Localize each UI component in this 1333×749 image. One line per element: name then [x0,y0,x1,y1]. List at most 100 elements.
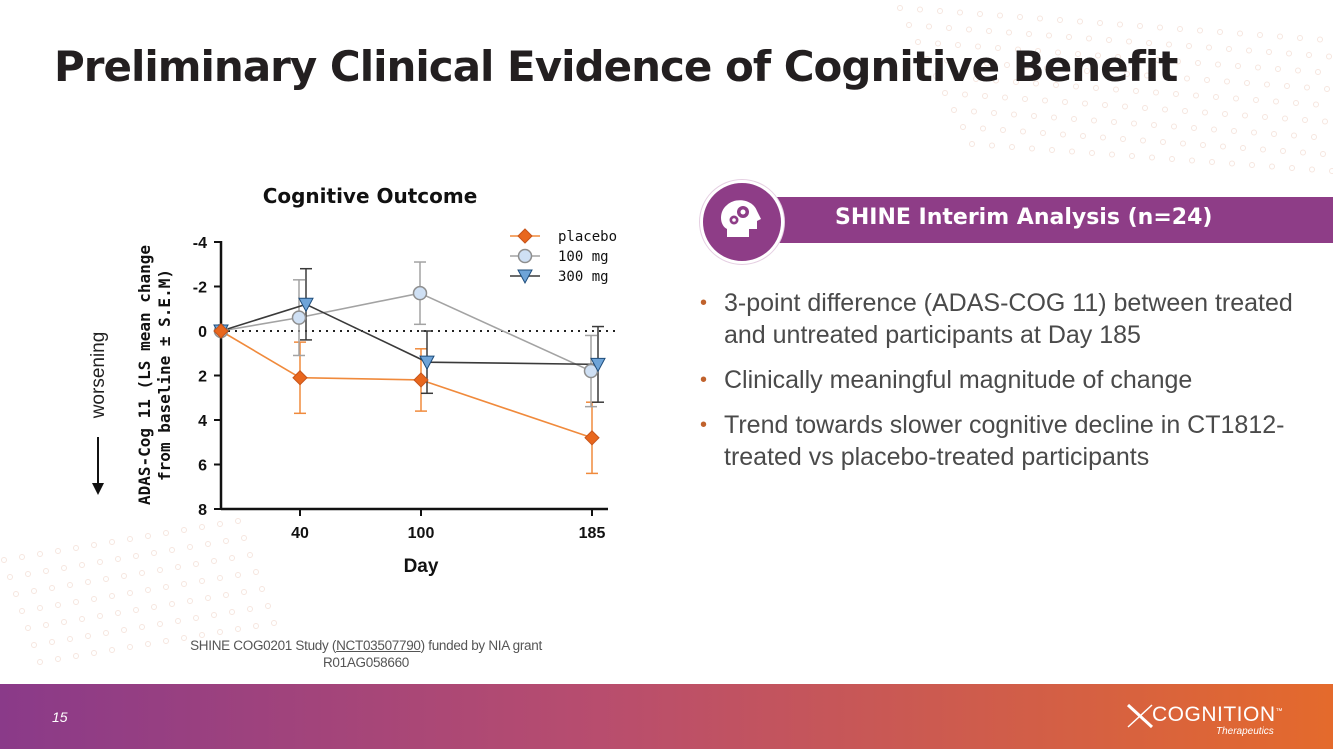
decorative-dot [247,552,253,558]
decorative-dot [1189,157,1195,164]
decorative-dot [1293,100,1299,106]
decorative-dot [241,535,247,541]
decorative-dot [1015,46,1021,53]
decorative-dot [935,40,941,47]
data-point-placebo [292,370,308,386]
decorative-dot [986,28,992,34]
decorative-dot [223,592,229,598]
decorative-dot [1329,168,1333,174]
decorative-dot [1164,74,1170,80]
decorative-dot [955,42,961,48]
decorative-dot [121,573,127,579]
decorative-dot [1295,67,1301,74]
decorative-dot [915,39,921,45]
decorative-dot [1302,117,1308,123]
worsening-label: worsening [88,332,109,420]
decorative-dot [139,624,145,630]
decorative-dot [49,585,55,591]
decorative-dot [962,91,968,98]
decorative-dot [1111,119,1117,125]
decorative-dot [982,93,988,99]
decorative-dot [19,608,25,614]
decorative-dot [991,110,997,116]
decorative-dot [1035,48,1041,54]
legend-label-placebo: placebo [558,229,617,245]
decorative-dot [1186,43,1192,49]
decorative-dot [1175,58,1181,65]
decorative-dot [247,606,253,612]
decorative-dot [1286,50,1292,57]
decorative-dot [79,562,85,568]
decorative-dot [1162,106,1168,113]
study-footnote: SHINE COG0201 Study (NCT03507790) funded… [190,638,542,670]
decorative-dot [1009,144,1015,150]
decorative-dot [1017,14,1023,20]
decorative-dot [1042,97,1048,104]
decorative-dot [1242,112,1248,119]
decorative-dot [193,561,199,567]
decorative-dot [1049,147,1055,153]
decorative-dot [61,619,67,625]
data-point-300-mg [419,355,435,371]
decorative-dot [253,569,259,575]
decorative-dot [1051,114,1057,121]
decorative-dot [1251,129,1257,136]
decorative-dot [109,647,115,653]
logo-wordmark: COGNITION™ [1152,703,1283,726]
y-tick-label: 0 [198,324,207,341]
cognitive-outcome-chart: Cognitive Outcome -4 -2 0 2 4 6 8 40 100 185 Day ADA… [88,184,618,577]
decorative-dot [1271,131,1277,137]
decorative-dot [1200,142,1206,148]
decorative-dot [73,653,79,659]
decorative-dot [43,568,49,574]
decorative-dot [1129,153,1135,159]
decorative-dot [25,625,31,631]
decorative-dot [1151,122,1157,128]
decorative-dot [1264,81,1270,88]
decorative-dot [1082,100,1088,107]
decorative-dot [55,656,61,662]
decorative-dot [1086,35,1092,42]
legend-marker-300-mg [517,269,533,285]
decorative-dot [1126,38,1132,45]
decorative-dot [1031,113,1037,119]
decorative-dot [103,576,109,582]
decorative-dot [1229,160,1235,167]
decorative-dot [1033,80,1039,87]
decorative-dot [145,533,151,539]
decorative-dot [1073,83,1079,90]
decorative-dot [187,544,193,550]
decorative-dot [1213,94,1219,100]
decorative-dot [1057,17,1063,23]
decorative-dot [109,593,115,599]
decorative-dot [163,638,169,644]
decorative-dot [25,571,31,577]
decorative-dot [933,73,939,79]
decorative-dot [1146,40,1152,46]
decorative-dot [151,604,157,610]
bullet-item: • Trend towards slower cognitive decline … [700,411,1285,471]
decorative-dot [1137,23,1143,29]
y-tick-label: 6 [198,458,207,475]
decorative-dot [1273,98,1279,105]
series-line-100-mg [220,292,592,372]
decorative-dot [1197,27,1203,34]
decorative-dot [7,574,13,580]
decorative-dot [211,612,217,618]
decorative-dot [217,521,223,527]
worsening-arrow-head [92,483,104,495]
decorative-dot [1246,47,1252,54]
decorative-dot [1257,32,1263,38]
decorative-dot [1135,55,1141,62]
data-point-300-mg [298,297,314,313]
decorative-dot [1209,159,1215,165]
bullet-item: • Clinically meaningful magnitude of chan… [700,366,1193,394]
decorative-dot [1240,145,1246,151]
trial-link[interactable]: NCT03507790 [336,638,421,653]
decorative-dot [235,518,241,524]
decorative-dot [1077,18,1083,25]
decorative-dot [169,547,175,553]
legend-marker-100-mg [517,248,533,264]
y-axis-label-line2: from baseline ± S.E.M) [155,269,174,481]
decorative-dot [989,142,995,149]
